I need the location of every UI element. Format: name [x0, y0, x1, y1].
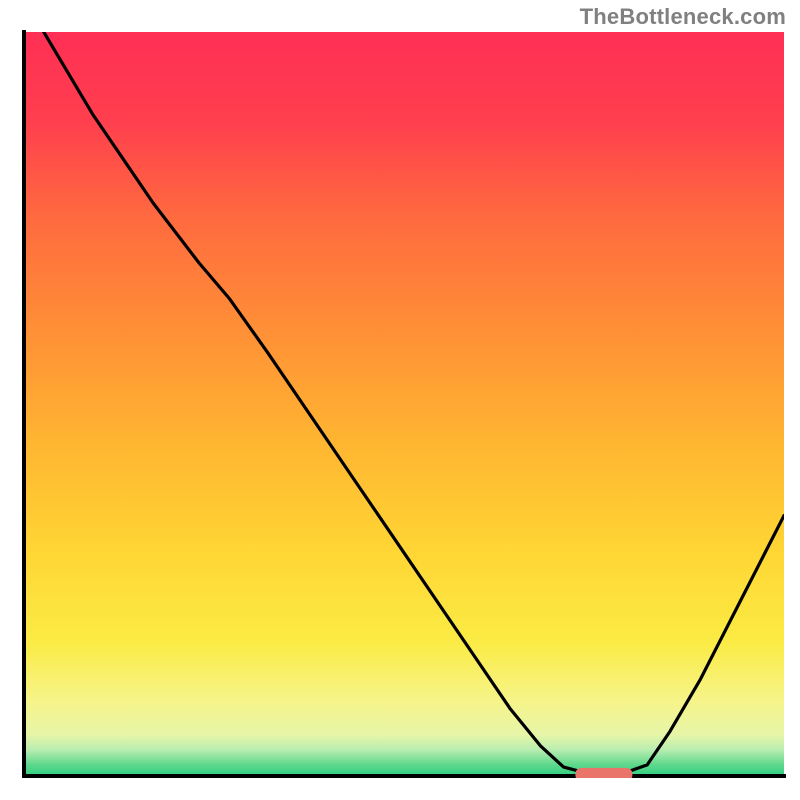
plot-background-gradient [24, 32, 784, 776]
watermark-text: TheBottleneck.com [580, 4, 786, 30]
chart-container: TheBottleneck.com [0, 0, 800, 800]
optimum-marker [575, 768, 632, 781]
bottleneck-curve-chart [0, 0, 800, 800]
